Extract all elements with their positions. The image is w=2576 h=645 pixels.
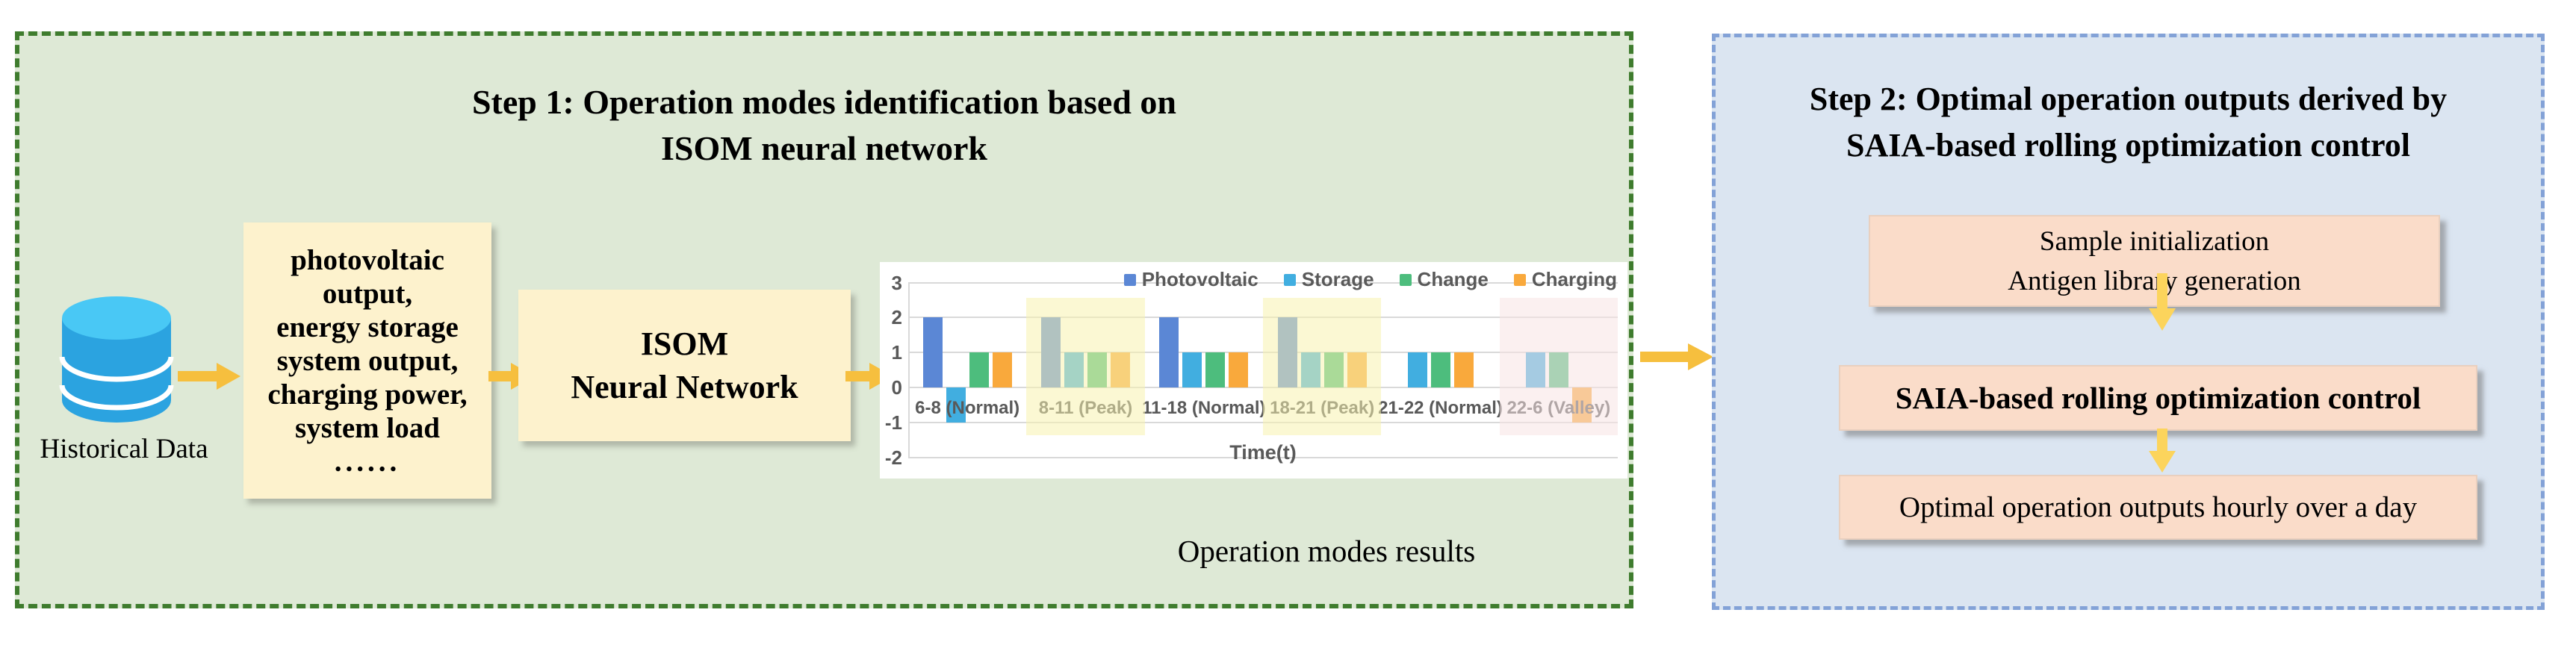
chart-bar-change (969, 352, 989, 387)
step2-title-line2: SAIA-based rolling optimization control (1846, 127, 2410, 163)
isom-line1: ISOM (640, 325, 729, 362)
step2-title-line1: Step 2: Optimal operation outputs derive… (1809, 81, 2448, 117)
legend-label: Photovoltaic (1141, 268, 1258, 290)
highlight-band-valley (1499, 298, 1618, 435)
chart-bar-change (1205, 352, 1226, 387)
chart-bar-change (1430, 352, 1450, 387)
isom-network-box: ISOM Neural Network (518, 290, 851, 441)
y-axis-tick-label: 2 (891, 306, 902, 329)
highlight-band-peak (1026, 298, 1145, 435)
down-arrow-icon (2146, 273, 2179, 331)
optimal-outputs-box: Optimal operation outputs hourly over a … (1839, 475, 2477, 540)
highlight-band-peak (1263, 298, 1382, 435)
sample-init-line1: Sample initialization (2039, 225, 2270, 257)
database-icon (52, 293, 181, 427)
step1-title: Step 1: Operation modes identification b… (19, 79, 1629, 172)
legend-item-photovoltaic: Photovoltaic (1123, 268, 1258, 291)
x-axis-tick-label: 6-8 (Normal) (915, 398, 1020, 418)
input-line: charging power, (267, 378, 468, 411)
input-line: output, (322, 277, 413, 310)
chart-gridline (908, 281, 1618, 284)
saia-control-label: SAIA-based rolling optimization control (1895, 381, 2421, 415)
flow-arrow-icon (488, 360, 535, 393)
y-axis-tick-label: -2 (884, 446, 902, 469)
legend-item-change: Change (1399, 268, 1489, 291)
legend-swatch (1513, 273, 1526, 286)
x-axis-tick-label: 21-22 (Normal) (1378, 398, 1503, 418)
step1-panel: Step 1: Operation modes identification b… (15, 31, 1633, 608)
chart-bar-storage (1407, 352, 1427, 387)
input-line: photovoltaic (291, 243, 444, 276)
legend-swatch (1399, 273, 1412, 286)
saia-control-box: SAIA-based rolling optimization control (1839, 365, 2477, 431)
input-line: energy storage (276, 311, 459, 343)
chart-bar-photovoltaic (922, 317, 943, 387)
chart-bar-photovoltaic (1159, 317, 1179, 387)
y-axis-line (908, 282, 910, 458)
down-arrow-icon (2146, 429, 2179, 473)
step1-title-line2: ISOM neural network (661, 129, 987, 167)
x-axis-tick-label: 11-18 (Normal) (1142, 398, 1266, 418)
step1-title-line1: Step 1: Operation modes identification b… (471, 83, 1177, 121)
y-axis-tick-label: 0 (891, 376, 902, 399)
legend-item-storage: Storage (1283, 268, 1374, 291)
database-label: Historical Data (40, 434, 208, 464)
legend-swatch (1123, 273, 1136, 286)
y-axis-tick-label: 1 (891, 341, 902, 364)
ellipsis-dots: ...... (334, 445, 401, 478)
x-axis-title: Time(t) (1229, 441, 1297, 464)
step2-title: Step 2: Optimal operation outputs derive… (1716, 76, 2541, 169)
legend-item-charging: Charging (1513, 268, 1617, 291)
chart-bar-charging (992, 352, 1012, 387)
chart-bar-storage (946, 387, 966, 423)
optimal-outputs-label: Optimal operation outputs hourly over a … (1899, 491, 2418, 523)
step2-panel: Step 2: Optimal operation outputs derive… (1712, 34, 2545, 610)
legend-label: Charging (1531, 268, 1617, 290)
legend-label: Change (1417, 268, 1489, 290)
sample-initialization-box: Sample initialization Antigen library ge… (1869, 215, 2440, 307)
y-axis-tick-label: 3 (891, 271, 902, 294)
flow-arrow-icon (178, 360, 240, 393)
isom-line2: Neural Network (571, 368, 798, 405)
chart-gridline (908, 456, 1618, 458)
y-axis-tick-label: -1 (884, 411, 902, 434)
legend-swatch (1283, 273, 1296, 286)
chart-bar-charging (1229, 352, 1249, 387)
input-features-box: photovoltaic output, energy storage syst… (243, 222, 491, 499)
chart-bar-storage (1182, 352, 1202, 387)
legend-label: Storage (1301, 268, 1374, 290)
input-line: system output, (276, 344, 459, 377)
chart-caption: Operation modes results (1177, 534, 1476, 568)
sample-init-line2: Antigen library generation (2008, 265, 2301, 296)
flow-arrow-icon (1640, 340, 1713, 373)
input-line: system load (295, 411, 440, 444)
chart-bar-charging (1453, 352, 1474, 387)
chart-legend: Photovoltaic Storage Change Charging (1123, 268, 1617, 291)
